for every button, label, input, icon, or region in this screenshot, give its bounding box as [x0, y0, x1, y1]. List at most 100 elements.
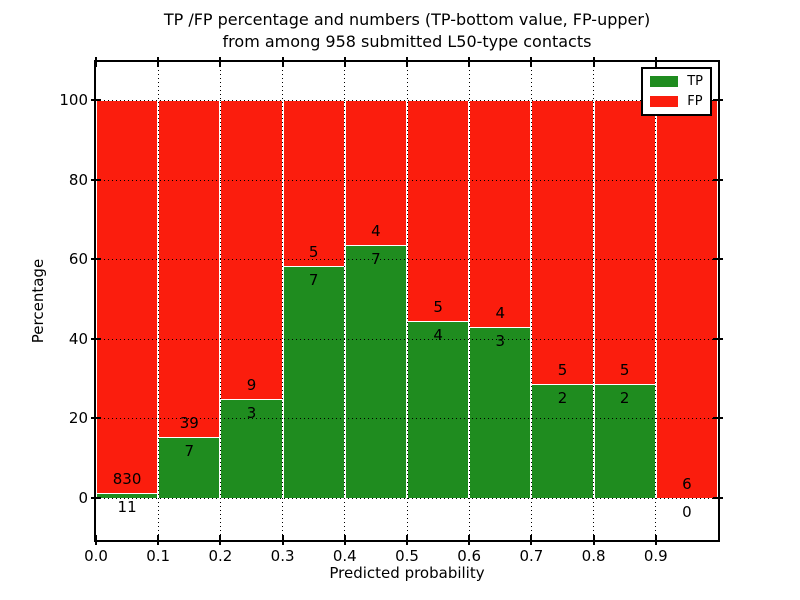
- y-tick-mark: [91, 417, 101, 420]
- tp-count-label: 11: [117, 497, 137, 516]
- y-tick-label: 20: [68, 409, 88, 428]
- x-gridline: [282, 62, 284, 540]
- x-tick-mark: [406, 535, 408, 545]
- x-tick-mark: [281, 535, 284, 545]
- y-tick-label: 80: [68, 170, 88, 189]
- y-tick-mark: [91, 178, 101, 181]
- x-gridline: [655, 62, 657, 540]
- x-tick-mark: [654, 535, 657, 545]
- tp-bar-segment: [344, 244, 407, 498]
- x-tick-label: 0.6: [457, 547, 482, 565]
- y-tick-mark: [91, 258, 101, 261]
- tp-bar-segment: [96, 492, 159, 498]
- fp-count-label: 5: [619, 361, 630, 380]
- y-gridline: [96, 498, 718, 499]
- x-tick-mark: [95, 535, 97, 545]
- x-gridline: [157, 62, 159, 540]
- legend: TP FP: [641, 67, 712, 116]
- tp-legend-swatch: [650, 76, 679, 87]
- x-tick-mark-top: [406, 57, 408, 67]
- tp-bar-segment: [158, 437, 221, 498]
- tp-bar-segment: [531, 384, 594, 498]
- chart-title-line2: from among 958 submitted L50-type contac…: [222, 32, 592, 51]
- tp-count-label: 3: [246, 403, 257, 422]
- x-tick-mark-top: [281, 57, 284, 67]
- chart-title-line1: TP /FP percentage and numbers (TP-bottom…: [163, 10, 651, 29]
- tp-count-label: 2: [557, 389, 568, 408]
- x-tick-mark-top: [468, 57, 471, 67]
- x-tick-mark-top: [343, 57, 346, 67]
- y-tick-label: 60: [68, 250, 88, 269]
- y-tick-label: 0: [78, 489, 88, 507]
- x-tick-label: 0.5: [395, 547, 419, 565]
- x-gridline: [593, 62, 595, 540]
- x-axis-label: Predicted probability: [329, 564, 485, 582]
- y-tick-mark: [91, 497, 101, 499]
- legend-entry-tp: TP: [650, 75, 703, 88]
- tp-bar-segment: [282, 265, 345, 498]
- x-tick-mark: [530, 535, 533, 545]
- tp-count-label: 2: [619, 389, 630, 408]
- fp-bar-segment: [220, 100, 283, 399]
- fp-bar-segment: [158, 100, 221, 438]
- fp-bar-segment: [593, 100, 656, 385]
- x-tick-mark: [468, 535, 471, 545]
- tp-bar-segment: [469, 327, 532, 498]
- fp-count-label: 5: [308, 242, 319, 261]
- y-tick-mark-right: [713, 417, 723, 420]
- x-tick-label: 0.8: [581, 547, 606, 565]
- fp-count-label: 39: [179, 414, 199, 433]
- tp-count-label: 0: [682, 503, 692, 521]
- fp-bar-segment: [96, 100, 159, 493]
- fp-bar-segment: [531, 100, 594, 385]
- plot-area: TP FP 830 11 39 7 9 3 5 7 4 7 5 4 4 3 5 2 5 2 6 0: [94, 60, 720, 542]
- y-tick-mark-right: [713, 258, 723, 261]
- x-gridline: [530, 62, 532, 540]
- y-gridline: [96, 418, 718, 420]
- x-tick-label: 0.4: [332, 547, 357, 565]
- x-tick-mark-top: [95, 57, 97, 67]
- y-tick-mark-right: [713, 497, 723, 499]
- tp-count-label: 7: [308, 270, 319, 289]
- y-tick-mark: [91, 337, 101, 340]
- x-tick-mark: [219, 535, 222, 545]
- tp-bar-segment: [593, 384, 656, 498]
- y-tick-label: 40: [68, 329, 88, 348]
- fp-count-label: 6: [682, 475, 692, 493]
- tp-count-label: 7: [184, 442, 195, 461]
- y-tick-mark-right: [713, 178, 723, 181]
- x-gridline: [406, 62, 408, 540]
- fp-count-label: 4: [495, 304, 506, 323]
- x-tick-mark: [157, 535, 160, 545]
- x-tick-mark-top: [157, 57, 160, 67]
- x-tick-label: 0.7: [519, 547, 544, 565]
- fp-bar-segment: [407, 100, 470, 322]
- y-tick-mark: [91, 99, 101, 101]
- x-tick-label: 0.1: [146, 547, 171, 565]
- y-gridline: [96, 338, 718, 340]
- x-tick-label: 0.3: [270, 547, 295, 565]
- tp-bar-segment: [220, 398, 283, 498]
- x-tick-label: 0.9: [643, 547, 668, 565]
- x-gridline: [468, 62, 470, 540]
- x-tick-mark-top: [592, 57, 595, 67]
- x-tick-mark-top: [530, 57, 533, 67]
- x-tick-label: 0.2: [208, 547, 233, 565]
- fp-count-label: 4: [371, 221, 381, 240]
- y-gridline: [96, 179, 718, 181]
- x-gridline: [219, 62, 221, 540]
- tp-count-label: 3: [495, 332, 506, 351]
- y-tick-mark-right: [713, 337, 723, 340]
- fp-count-label: 9: [246, 375, 257, 394]
- fp-count-label: 5: [433, 298, 443, 317]
- x-tick-mark-top: [654, 57, 657, 67]
- legend-entry-fp: FP: [650, 95, 703, 108]
- tp-legend-label: TP: [687, 74, 703, 89]
- fp-legend-swatch: [650, 96, 679, 107]
- fp-count-label: 5: [557, 361, 568, 380]
- y-tick-mark-right: [713, 99, 723, 101]
- fp-count-label: 830: [112, 469, 142, 488]
- tp-bar-segment: [407, 321, 470, 498]
- y-gridline: [96, 259, 718, 261]
- y-gridline: [96, 100, 718, 101]
